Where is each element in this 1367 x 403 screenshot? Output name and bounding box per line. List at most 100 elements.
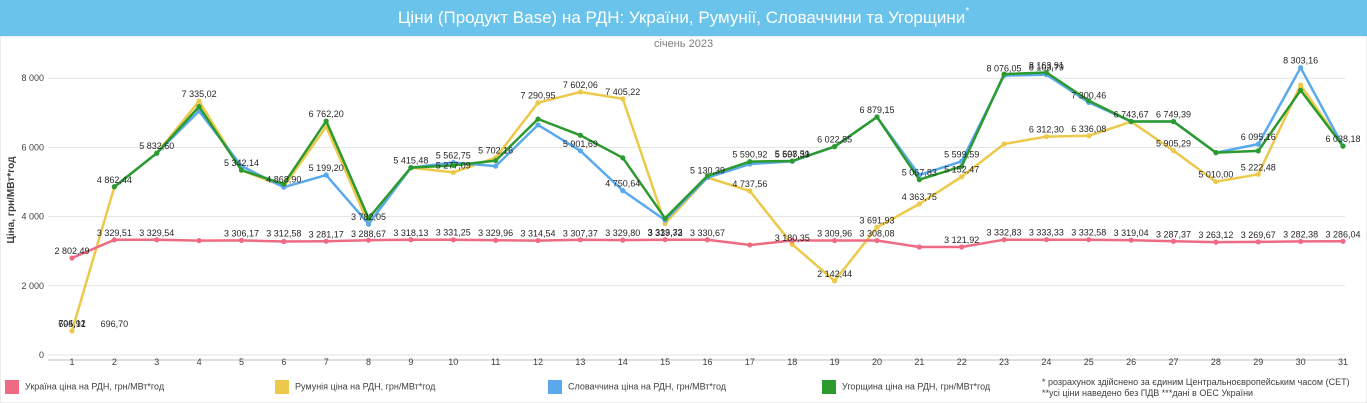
- data-point: [1298, 82, 1304, 88]
- data-point: [832, 237, 838, 244]
- data-label: 6 879,15: [859, 105, 894, 115]
- data-point: [69, 255, 75, 261]
- x-tick-label: 3: [154, 357, 159, 367]
- data-label: 5 905,29: [1156, 139, 1191, 149]
- data-point: [1213, 179, 1219, 185]
- data-point: [493, 237, 499, 243]
- x-tick-label: 4: [197, 357, 202, 367]
- footnote-cet: * розрахунок здійснено за єдиним Централ…: [1042, 377, 1350, 387]
- data-point: [238, 167, 245, 173]
- data-label: 5 702,16: [478, 146, 513, 156]
- chart-title-star: *: [965, 6, 970, 17]
- data-point: [1170, 118, 1177, 125]
- data-point: [1001, 71, 1007, 77]
- data-label: 3 329,96: [478, 228, 513, 238]
- data-label: 4 868,90: [266, 175, 301, 185]
- data-point: [154, 150, 160, 156]
- x-tick-label: 19: [830, 357, 840, 367]
- series-lines: [69, 65, 1346, 334]
- data-label: 5 590,92: [732, 150, 767, 160]
- data-label: 2 142,44: [817, 269, 852, 279]
- x-tick-labels: 1 2 3 4 5 6 7 8 9 10 11 12 13 14 15 16 17 18 19 20 21 22 23 24 2…: [69, 357, 1348, 367]
- x-tick-label: 20: [872, 357, 882, 367]
- x-tick-label: 29: [1253, 357, 1263, 367]
- x-tick-label: 15: [660, 357, 670, 367]
- data-label: 4 363,75: [902, 192, 937, 202]
- x-tick-label: 26: [1126, 357, 1136, 367]
- data-label: 6 762,20: [309, 109, 344, 119]
- data-label: 5 199,20: [309, 163, 344, 173]
- data-point: [111, 184, 117, 190]
- data-point: [281, 238, 287, 245]
- y-tick-label: 8 000: [21, 73, 44, 83]
- data-point: [1170, 238, 1177, 244]
- data-label: 7 335,02: [182, 89, 217, 99]
- data-point: [747, 242, 753, 248]
- data-label: 5 599,59: [944, 149, 979, 159]
- y-tick-label: 0: [39, 350, 44, 360]
- data-point: [1340, 238, 1346, 244]
- data-label: 4 737,56: [732, 179, 767, 189]
- data-label: 3 318,13: [393, 228, 428, 238]
- data-label: 696,70: [101, 319, 129, 329]
- data-point: [535, 100, 541, 106]
- data-point: [789, 241, 795, 247]
- x-tick-label: 8: [366, 357, 371, 367]
- data-label: 6 095,16: [1241, 132, 1276, 142]
- x-tick-label: 12: [533, 357, 543, 367]
- data-point: [365, 215, 372, 221]
- x-tick-label: 9: [408, 357, 413, 367]
- data-label: 3 306,17: [224, 229, 259, 239]
- data-point: [620, 155, 626, 161]
- data-point: [365, 237, 372, 243]
- footnotes: * розрахунок здійснено за єдиним Централ…: [1042, 377, 1350, 399]
- data-point: [493, 163, 499, 169]
- data-point: [1001, 237, 1007, 243]
- data-label: 3 333,33: [1029, 228, 1064, 238]
- series-line-3: [113, 71, 1344, 220]
- data-label: 7 405,22: [605, 87, 640, 97]
- data-label: 6 038,18: [1325, 134, 1360, 144]
- data-point: [323, 172, 329, 178]
- x-tick-label: 23: [999, 357, 1009, 367]
- data-point: [408, 165, 414, 171]
- data-label: 3 330,67: [690, 228, 725, 238]
- legend-item-slovakia: Словаччина ціна на РДН, грн/МВт*год: [548, 378, 726, 394]
- y-axis-label: Ціна, грн/МВт*год: [6, 156, 17, 244]
- data-label: 3 263,12: [1198, 230, 1233, 240]
- x-tick-label: 7: [324, 357, 329, 367]
- data-label: 4 750,64: [605, 179, 640, 189]
- data-point: [577, 89, 584, 95]
- data-label: 5 415,48: [393, 156, 428, 166]
- data-label: 5 597,39: [775, 149, 810, 159]
- x-tick-label: 14: [618, 357, 628, 367]
- legend-label: Румунія ціна на РДН, грн/МВт*год: [295, 381, 436, 392]
- data-point: [577, 237, 584, 243]
- legend-item-romania: Румунія ціна на РДН, грн/МВт*год: [275, 378, 435, 394]
- legend-swatch-romania: [275, 379, 289, 394]
- data-label: 7 602,06: [563, 80, 598, 90]
- data-label: 3 307,37: [563, 229, 598, 239]
- data-point: [789, 237, 795, 244]
- data-label: 5 222,48: [1241, 162, 1276, 172]
- x-tick-label: 1: [69, 357, 74, 367]
- data-label: 5 342,14: [224, 158, 259, 168]
- data-point: [789, 158, 795, 164]
- data-point: [1213, 239, 1219, 245]
- x-tick-label: 18: [787, 357, 797, 367]
- x-tick-label: 10: [448, 357, 458, 367]
- data-label: 3 329,51: [97, 228, 132, 238]
- data-label: 3 180,35: [775, 233, 810, 243]
- x-tick-label: 13: [575, 357, 585, 367]
- data-point: [1086, 98, 1092, 104]
- data-label: 3 319,72: [648, 228, 683, 238]
- data-point: [111, 237, 117, 243]
- x-tick-label: 31: [1338, 357, 1348, 367]
- data-label: 3 308,08: [859, 229, 894, 239]
- data-label: 4 862,44: [97, 175, 132, 185]
- data-point: [1213, 150, 1219, 156]
- data-point: [1001, 141, 1007, 147]
- data-point: [959, 244, 965, 250]
- data-label: 6 022,85: [817, 135, 852, 145]
